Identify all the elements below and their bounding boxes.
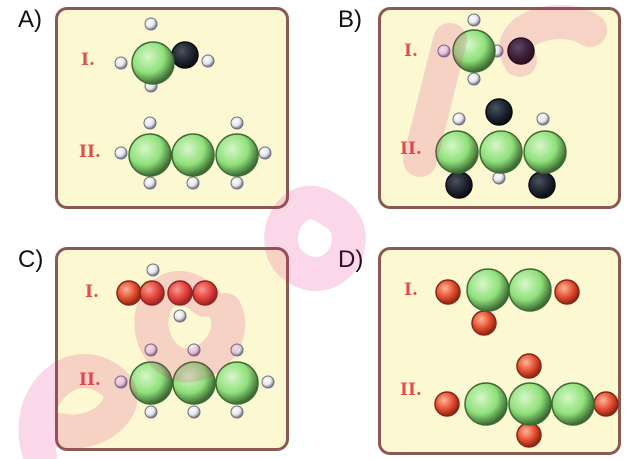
option-a-molecule-2	[114, 116, 272, 190]
hydrogen-atom	[146, 263, 160, 277]
red-atom	[593, 391, 619, 417]
carbon-atom	[172, 361, 216, 405]
hydrogen-atom	[230, 176, 244, 190]
option-c-molecule-1	[116, 263, 218, 323]
option-d-molecule-1	[435, 268, 580, 336]
carbon-atom	[215, 133, 259, 177]
hydrogen-atom	[230, 343, 244, 357]
hydrogen-atom	[114, 375, 128, 389]
red-atom	[116, 280, 142, 306]
hydrogen-atom	[230, 405, 244, 419]
red-atom	[434, 391, 460, 417]
carbon-atom	[551, 382, 595, 426]
hydrogen-atom	[143, 176, 157, 190]
dark-atom	[528, 171, 556, 199]
hydrogen-atom	[173, 309, 187, 323]
carbon-atom	[131, 41, 175, 85]
carbon-atom	[435, 130, 479, 174]
option-a-panel[interactable]	[55, 7, 289, 209]
carbon-atom	[452, 29, 496, 73]
carbon-atom	[128, 133, 172, 177]
carbon-atom	[508, 268, 552, 312]
option-b-label-2: II.	[400, 139, 422, 159]
option-b-label-1: I.	[404, 41, 418, 61]
option-c-label-1: I.	[85, 282, 99, 302]
option-a-label-2: II.	[79, 142, 101, 162]
hydrogen-atom	[258, 146, 272, 160]
dark-atom	[171, 41, 199, 69]
carbon-atom	[466, 268, 510, 312]
option-c-label-2: II.	[79, 370, 101, 390]
hydrogen-atom	[467, 13, 481, 27]
red-atom	[516, 353, 542, 379]
option-a-molecule-1	[114, 17, 215, 93]
option-d-label-1: I.	[404, 280, 418, 300]
red-atom	[192, 280, 218, 306]
option-b-letter: B)	[338, 6, 362, 33]
hydrogen-atom	[230, 116, 244, 130]
option-c-panel[interactable]	[55, 247, 289, 451]
option-c-molecule-2	[114, 343, 275, 419]
option-c-letter: C)	[18, 246, 44, 273]
dark-atom	[507, 37, 535, 65]
carbon-atom	[508, 382, 552, 426]
option-b-molecule-1	[437, 13, 535, 86]
carbon-atom	[523, 130, 567, 174]
carbon-atom	[479, 130, 523, 174]
hydrogen-atom	[144, 343, 158, 357]
hydrogen-atom	[437, 44, 451, 58]
option-d-molecule-2	[434, 353, 619, 448]
hydrogen-atom	[452, 112, 466, 126]
red-atom	[167, 280, 193, 306]
hydrogen-atom	[186, 176, 200, 190]
hydrogen-atom	[144, 17, 158, 31]
dark-atom	[485, 98, 513, 126]
option-a-letter: A)	[18, 6, 42, 33]
hydrogen-atom	[143, 116, 157, 130]
option-b-molecule-2	[435, 98, 567, 199]
hydrogen-atom	[187, 343, 201, 357]
carbon-atom	[215, 361, 259, 405]
hydrogen-atom	[114, 56, 128, 70]
red-atom	[435, 279, 461, 305]
option-d-label-2: II.	[400, 380, 422, 400]
carbon-atom	[464, 382, 508, 426]
hydrogen-atom	[114, 146, 128, 160]
hydrogen-atom	[261, 375, 275, 389]
option-d-letter: D)	[338, 246, 364, 273]
carbon-atom	[171, 133, 215, 177]
hydrogen-atom	[144, 405, 158, 419]
hydrogen-atom	[492, 171, 506, 185]
carbon-atom	[129, 361, 173, 405]
hydrogen-atom	[187, 405, 201, 419]
option-a-label-1: I.	[81, 50, 95, 70]
hydrogen-atom	[536, 112, 550, 126]
dark-atom	[445, 171, 473, 199]
red-atom	[554, 279, 580, 305]
red-atom	[139, 280, 165, 306]
red-atom	[471, 310, 497, 336]
red-atom	[516, 422, 542, 448]
hydrogen-atom	[201, 54, 215, 68]
hydrogen-atom	[467, 72, 481, 86]
